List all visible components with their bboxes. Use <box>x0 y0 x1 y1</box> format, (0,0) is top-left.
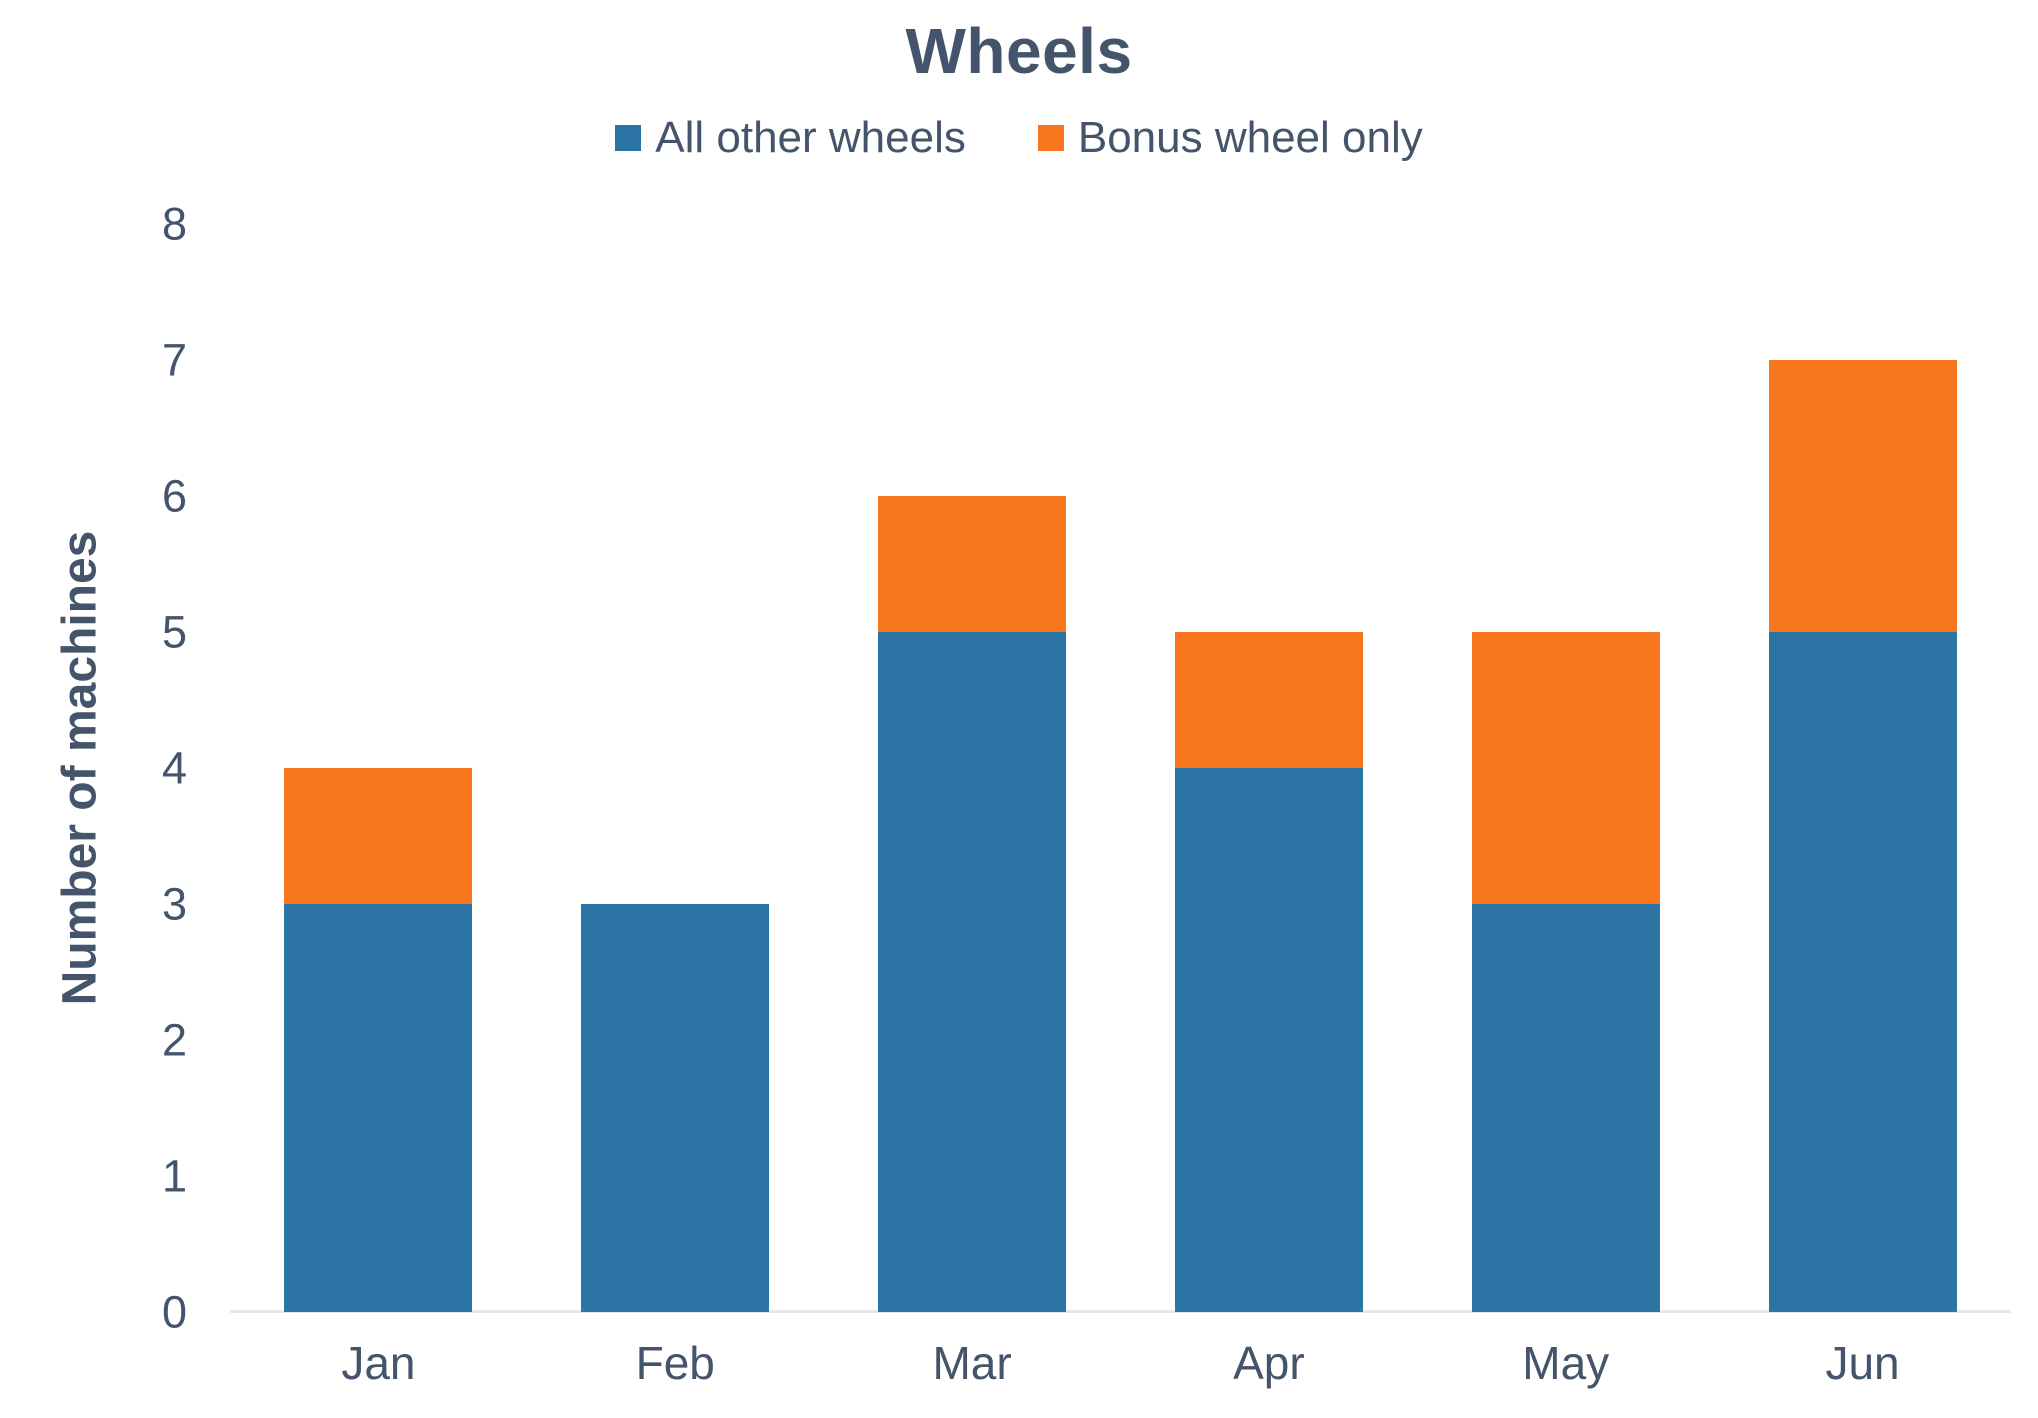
bar-jun <box>1768 360 1957 1312</box>
bar-segment-apr-all-other-wheels <box>1174 768 1363 1312</box>
bar-feb <box>581 904 770 1312</box>
bar-slot-jan <box>230 224 527 1312</box>
bar-segment-mar-bonus-wheel-only <box>878 496 1067 632</box>
bar-may <box>1471 632 1660 1312</box>
legend-label: Bonus wheel only <box>1077 113 1423 162</box>
y-tick-label-7: 7 <box>161 334 187 386</box>
bar-slot-mar <box>824 224 1121 1312</box>
legend-item-all-other-wheels: All other wheels <box>615 116 966 160</box>
x-tick-label-feb: Feb <box>635 1337 715 1389</box>
bar-slot-feb <box>527 224 824 1312</box>
y-tick-label-0: 0 <box>161 1286 187 1338</box>
bar-mar <box>878 496 1067 1312</box>
x-tick-label-may: May <box>1522 1337 1610 1389</box>
bar-slot-jun <box>1714 224 2011 1312</box>
y-tick-label-4: 4 <box>161 742 187 794</box>
x-tick-label-jan: Jan <box>341 1337 416 1389</box>
bar-slot-may <box>1417 224 1714 1312</box>
bar-apr <box>1174 632 1363 1312</box>
x-tick-label-apr: Apr <box>1233 1337 1305 1389</box>
y-tick-label-2: 2 <box>161 1014 187 1066</box>
x-tick-label-mar: Mar <box>932 1337 1012 1389</box>
x-axis-line <box>230 1310 2011 1313</box>
bar-segment-may-bonus-wheel-only <box>1471 632 1660 904</box>
y-tick-label-8: 8 <box>161 198 187 250</box>
chart-title: Wheels <box>905 15 1133 87</box>
legend-item-bonus-wheel-only: Bonus wheel only <box>1037 113 1423 162</box>
y-tick-label-6: 6 <box>161 470 187 522</box>
y-tick-label-1: 1 <box>161 1150 187 1202</box>
plot-area <box>230 224 2011 1313</box>
x-axis-labels: Jan Feb Mar Apr May Jun <box>230 1336 2011 1391</box>
bar-jan <box>284 768 473 1312</box>
bar-segment-jan-bonus-wheel-only <box>284 768 473 904</box>
legend-label: All other wheels <box>655 113 966 162</box>
legend-swatch-icon <box>1037 125 1064 151</box>
y-tick-label-5: 5 <box>161 606 187 658</box>
chart-legend: All other wheels Bonus wheel only <box>0 116 2038 160</box>
bar-segment-apr-bonus-wheel-only <box>1174 632 1363 768</box>
bar-segment-jun-all-other-wheels <box>1768 632 1957 1312</box>
bar-segment-jan-all-other-wheels <box>284 904 473 1312</box>
y-tick-label-3: 3 <box>161 878 187 930</box>
bar-segment-jun-bonus-wheel-only <box>1768 360 1957 632</box>
legend-swatch-icon <box>615 125 642 151</box>
bar-segment-feb-all-other-wheels <box>581 904 770 1312</box>
bar-segment-mar-all-other-wheels <box>878 632 1067 1312</box>
bar-segment-may-all-other-wheels <box>1471 904 1660 1312</box>
bar-slot-apr <box>1120 224 1417 1312</box>
x-tick-label-jun: Jun <box>1825 1337 1900 1389</box>
